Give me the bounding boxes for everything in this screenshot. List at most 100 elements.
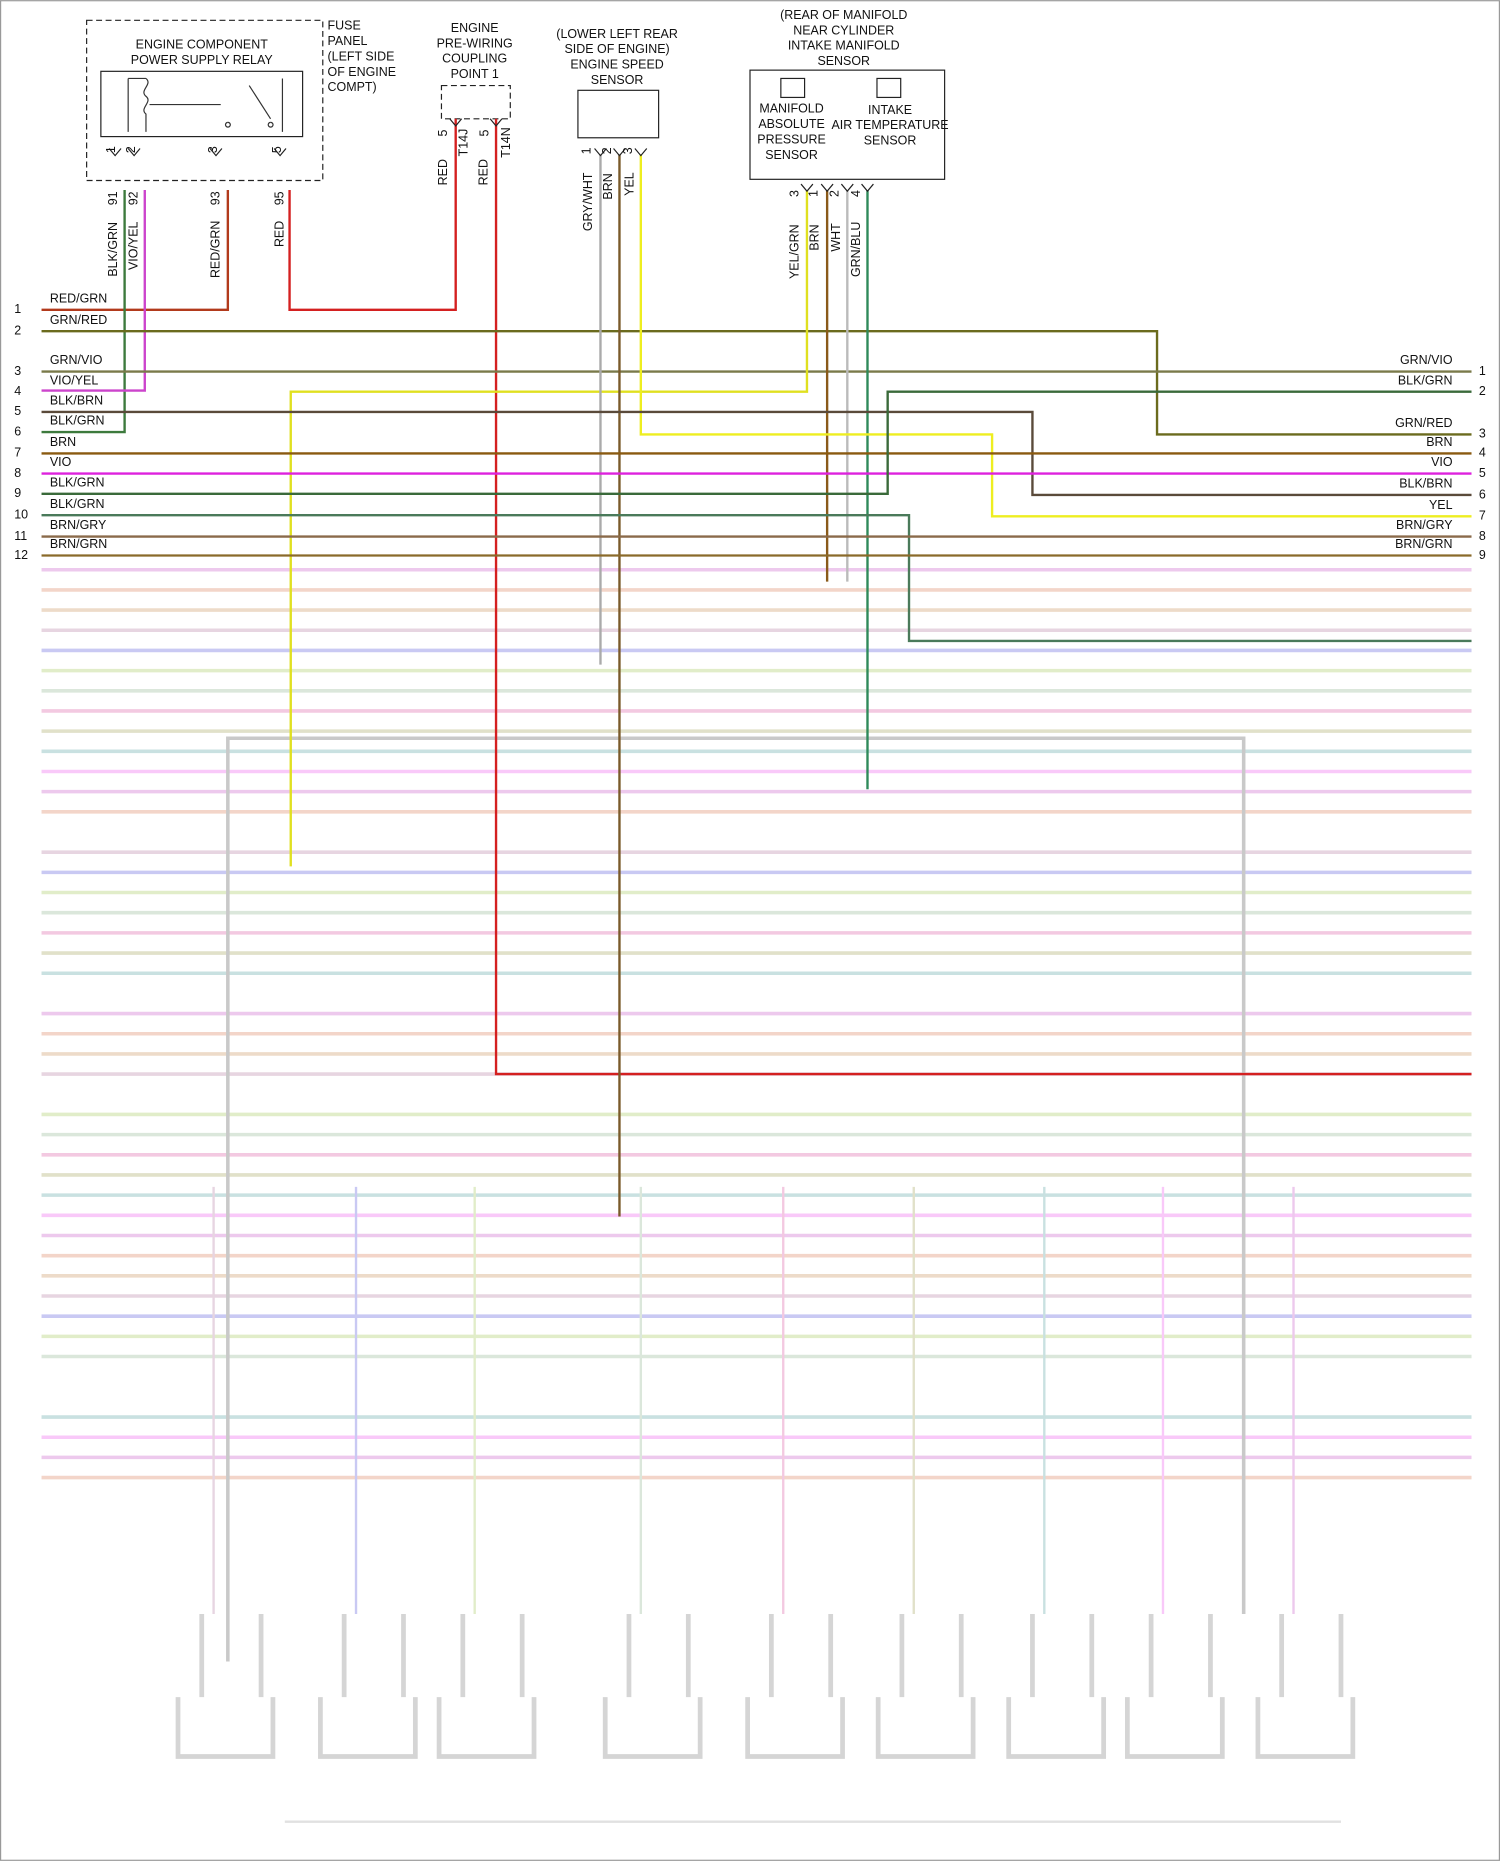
- connector: [108, 148, 122, 157]
- row-wire-label: BRN/GRN: [1395, 537, 1452, 551]
- wire: [41, 189, 126, 434]
- row-number: 1: [1479, 364, 1486, 378]
- fuse-panel-label: (LEFT SIDE: [328, 49, 395, 63]
- iat-symbol: [876, 77, 902, 99]
- map-symbol: [780, 77, 806, 99]
- relay-symbol: [127, 77, 284, 132]
- wire-label: WHT: [829, 223, 843, 252]
- speed-sensor-title: SENSOR: [591, 73, 644, 87]
- sensor-pin: 2: [600, 147, 614, 154]
- row-number: 4: [14, 384, 21, 398]
- coupling-outline: [440, 84, 511, 120]
- relay-pin: 1: [104, 146, 118, 153]
- connector: [840, 183, 854, 193]
- blurred-connector: [745, 1614, 845, 1759]
- wire: [41, 513, 1472, 643]
- wire-label: BRN: [808, 224, 822, 250]
- wire-label: GRN/BLU: [849, 222, 863, 277]
- connector: [800, 183, 814, 193]
- row-wire-label: BLK/BRN: [1399, 477, 1452, 491]
- wire: [41, 390, 1472, 495]
- relay-cavity: 91: [106, 191, 120, 205]
- relay-pin: 5: [270, 146, 284, 153]
- wire-label: VIO/YEL: [126, 221, 140, 270]
- row-wire-label: BRN/GRN: [50, 537, 107, 551]
- blurred-connector: [602, 1614, 703, 1759]
- row-number: 4: [1479, 446, 1486, 460]
- row-number: 9: [14, 486, 21, 500]
- row-number: 1: [14, 302, 21, 316]
- coupling-title: COUPLING: [442, 52, 507, 66]
- manifold-sensor-title: INTAKE MANIFOLD: [788, 39, 900, 53]
- row-number: 8: [1479, 529, 1486, 543]
- wire: [494, 118, 1472, 1076]
- row-wire-label: GRN/VIO: [1400, 353, 1453, 367]
- connector: [489, 118, 503, 127]
- connector: [449, 118, 463, 127]
- row-number: 5: [1479, 466, 1486, 480]
- connector: [209, 148, 223, 157]
- wire: [289, 189, 809, 867]
- row-wire-label: BLK/GRN: [50, 497, 105, 511]
- iat-label: SENSOR: [864, 134, 917, 148]
- row-number: 5: [14, 404, 21, 418]
- wire-label: BLK/GRN: [106, 222, 120, 277]
- row-wire-label: BRN/GRY: [50, 518, 107, 532]
- coupling-title: ENGINE: [451, 21, 499, 35]
- row-wire-label: BLK/GRN: [1398, 373, 1453, 387]
- manifold-sensor-title: (REAR OF MANIFOLD: [780, 8, 907, 22]
- speed-sensor-title: SIDE OF ENGINE): [565, 42, 670, 56]
- row-wire-label: YEL: [1429, 498, 1453, 512]
- blurred-bus: [226, 736, 1246, 1662]
- connector: [634, 148, 648, 157]
- blurred-connector: [1255, 1614, 1356, 1759]
- fuse-panel-label: PANEL: [328, 34, 368, 48]
- iat-label: AIR TEMPERATURE: [831, 118, 948, 132]
- row-number: 2: [14, 324, 21, 338]
- row-number: 10: [14, 507, 28, 521]
- row-wire-label: BLK/BRN: [50, 394, 103, 408]
- sensor-pin: 3: [621, 147, 635, 154]
- row-number: 6: [1479, 487, 1486, 501]
- coupling-title: PRE-WIRING: [437, 36, 513, 50]
- relay-cavity: 95: [272, 191, 286, 205]
- coupling-pin: 5: [478, 130, 492, 137]
- row-number: 11: [14, 529, 27, 543]
- connector: [613, 148, 626, 157]
- speed-sensor-box: [577, 89, 660, 139]
- wire: [639, 154, 1472, 518]
- map-label: SENSOR: [765, 148, 818, 162]
- blurred-connector: [436, 1614, 537, 1759]
- row-wire-label: BRN: [1426, 435, 1452, 449]
- wire-label: RED: [272, 221, 286, 247]
- wire: [41, 189, 230, 312]
- wire-label: YEL/GRN: [787, 224, 801, 279]
- coupling-terminal: T14N: [499, 127, 513, 157]
- row-wire-label: GRN/RED: [1395, 416, 1452, 430]
- row-number: 7: [14, 446, 21, 460]
- relay-outline: [86, 19, 324, 182]
- row-number: 8: [14, 466, 21, 480]
- relay-pin: 3: [206, 146, 220, 153]
- row-wire-label: RED/GRN: [50, 291, 107, 305]
- sensor-pin: 2: [828, 190, 842, 197]
- connector: [861, 183, 874, 193]
- wire-label: RED: [476, 159, 490, 185]
- row-wire-label: BRN: [50, 435, 76, 449]
- relay-title: ENGINE COMPONENT: [136, 38, 269, 52]
- row-number: 3: [1479, 427, 1486, 441]
- wire-label: GRY/WHT: [581, 172, 595, 231]
- blurred-connector: [1006, 1614, 1107, 1759]
- map-label: MANIFOLD: [759, 102, 823, 116]
- blurred-connector: [318, 1614, 418, 1759]
- wire-label: BRN: [601, 173, 615, 199]
- sensor-pin: 1: [580, 147, 594, 154]
- speed-sensor-title: (LOWER LEFT REAR: [556, 27, 678, 41]
- row-number: 9: [1479, 548, 1486, 562]
- coupling-terminal: T14J: [456, 129, 470, 157]
- wire-label: RED/GRN: [208, 221, 222, 278]
- fuse-panel-label: COMPT): [328, 80, 377, 94]
- row-wire-label: BRN/GRY: [1396, 518, 1453, 532]
- blurred-connector: [875, 1614, 976, 1759]
